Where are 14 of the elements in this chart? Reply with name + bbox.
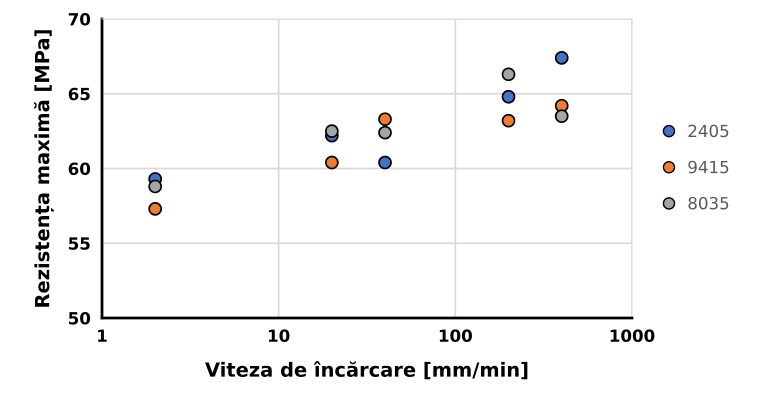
y-tick-label: 65 <box>68 88 90 100</box>
y-tick-label: 55 <box>68 237 90 250</box>
legend-label: 9415 <box>688 160 728 174</box>
y-tick-label: 70 <box>68 12 90 26</box>
legend-label: 8035 <box>688 196 728 210</box>
x-tick-label: 1 <box>98 330 107 342</box>
x-tick-label: 1000 <box>610 329 654 342</box>
y-tick-label: 60 <box>68 162 90 176</box>
y-axis-title: Rezistența maximă [MPa] <box>34 30 54 307</box>
x-tick-label: 100 <box>440 329 472 342</box>
x-axis-title: Viteza de încărcare [mm/min] <box>205 361 528 380</box>
x-tick-label: 10 <box>268 329 290 342</box>
legend-label: 2405 <box>688 124 728 138</box>
y-tick-label: 50 <box>68 312 90 325</box>
